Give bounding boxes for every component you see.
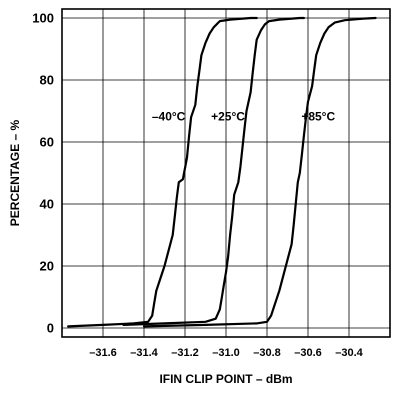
grid-lines: [62, 9, 390, 337]
y-tick-label: 0: [47, 321, 54, 336]
x-tick-label: –31.4: [130, 347, 158, 359]
x-tick-label: –31.0: [212, 347, 240, 359]
series-labels: –40°C +25°C +85°C: [152, 109, 336, 123]
series-line-1: [122, 16, 305, 326]
series-label-2: +85°C: [301, 109, 335, 123]
y-tick-label: 40: [40, 197, 54, 212]
x-tick-label: –30.4: [335, 347, 363, 359]
y-tick-label: 100: [32, 11, 54, 26]
x-tick-label: –30.6: [294, 347, 322, 359]
series-label-1: +25°C: [211, 109, 245, 123]
x-tick-label: –31.6: [89, 347, 117, 359]
x-tick-label: –30.8: [253, 347, 281, 359]
series-label-0: –40°C: [152, 109, 186, 123]
y-tick-label: 80: [40, 73, 54, 88]
x-tick-labels: –31.6 –31.4 –31.2 –31.0 –30.8 –30.6 –30.4: [89, 347, 363, 359]
series-line-0: [67, 16, 258, 328]
y-tick-labels: 0 20 40 60 80 100: [32, 11, 54, 336]
y-tick-label: 20: [40, 259, 54, 274]
series-line-2: [142, 16, 377, 328]
series-lines: [67, 16, 377, 328]
x-tick-label: –31.2: [171, 347, 199, 359]
y-tick-label: 60: [40, 135, 54, 150]
x-axis-title: IFIN CLIP POINT – dBm: [159, 372, 292, 386]
plot-frame: [61, 8, 391, 338]
y-axis-title: PERCENTAGE – %: [8, 119, 22, 226]
